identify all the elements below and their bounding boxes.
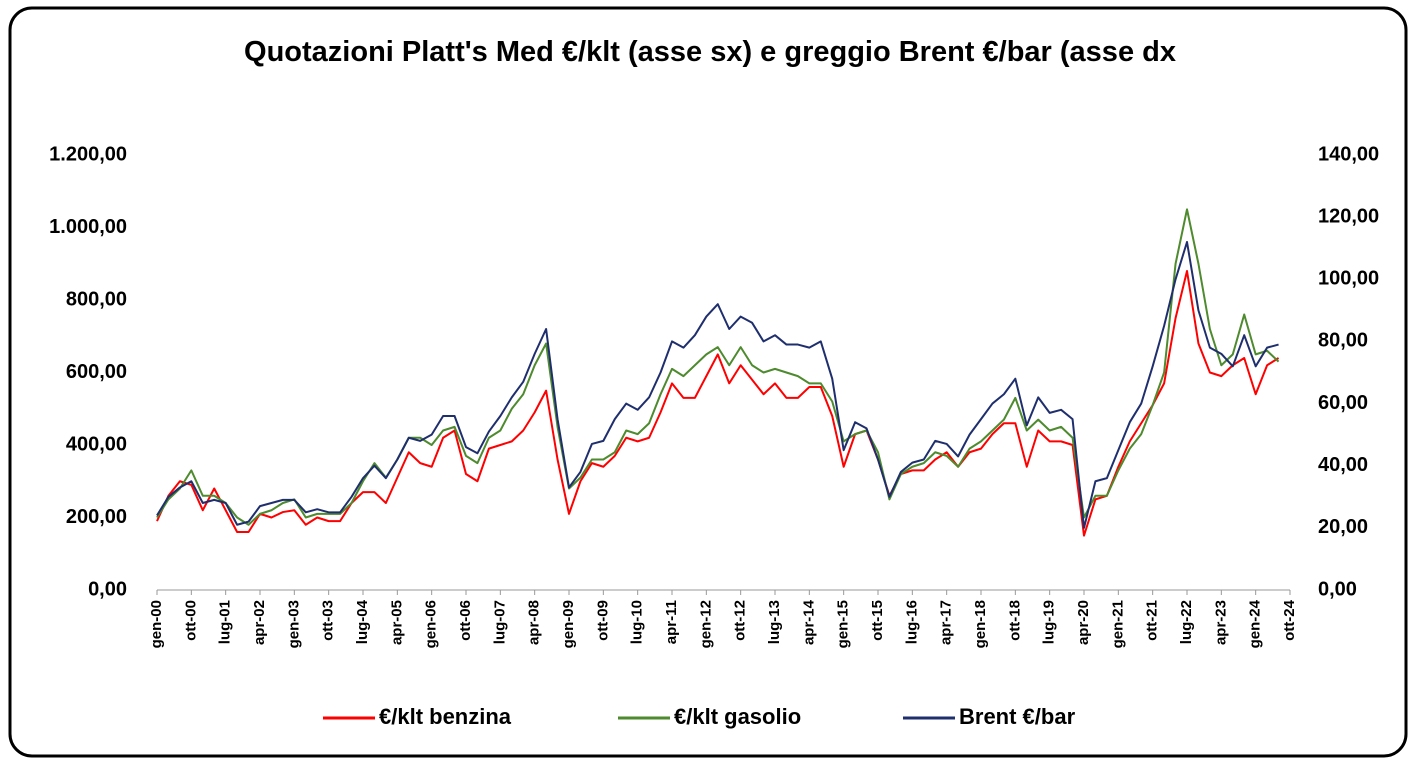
y-tick-label: 1.200,00: [49, 143, 127, 165]
x-tick-label: apr-05: [388, 600, 405, 645]
y2-tick-label: 120,00: [1318, 205, 1379, 227]
y2-tick-label: 100,00: [1318, 268, 1379, 290]
x-tick-label: ott-21: [1144, 600, 1161, 641]
y2-tick-label: 140,00: [1318, 143, 1379, 165]
legend-label: Brent €/bar: [959, 704, 1076, 729]
x-tick-label: ott-24: [1281, 599, 1298, 640]
series-line: [156, 241, 1279, 529]
x-tick-label: apr-02: [251, 600, 268, 645]
x-tick-label: lug-13: [766, 600, 783, 644]
x-tick-label: lug-01: [217, 600, 234, 644]
x-tick-label: gen-21: [1109, 600, 1126, 648]
x-tick-label: gen-18: [972, 600, 989, 648]
y-tick-label: 0,00: [88, 578, 127, 600]
x-tick-label: lug-22: [1178, 600, 1195, 644]
x-tick-label: lug-07: [491, 600, 508, 644]
series-line: [156, 270, 1280, 537]
x-tick-label: gen-06: [423, 600, 440, 648]
x-tick-label: lug-16: [903, 600, 920, 644]
x-tick-label: ott-03: [320, 600, 337, 641]
x-tick-label: apr-14: [800, 599, 817, 645]
x-tick-label: lug-04: [354, 599, 371, 644]
legend-label: €/klt benzina: [379, 704, 512, 729]
x-tick-label: gen-12: [697, 600, 714, 648]
x-tick-label: ott-06: [457, 600, 474, 641]
y2-tick-label: 20,00: [1318, 516, 1368, 538]
chart-frame: [8, 6, 1408, 758]
x-tick-label: gen-15: [835, 600, 852, 648]
y-tick-label: 600,00: [66, 361, 127, 383]
x-tick-label: ott-15: [869, 600, 886, 641]
y-tick-label: 200,00: [66, 506, 127, 528]
x-tick-label: gen-00: [148, 600, 165, 648]
y2-tick-label: 40,00: [1318, 454, 1368, 476]
x-tick-label: ott-12: [732, 600, 749, 641]
x-tick-label: apr-11: [663, 600, 680, 644]
x-tick-label: lug-19: [1041, 600, 1058, 644]
x-tick-label: gen-24: [1247, 599, 1264, 648]
x-tick-label: apr-23: [1212, 600, 1229, 645]
y2-tick-label: 80,00: [1318, 330, 1368, 352]
y2-tick-label: 0,00: [1318, 578, 1357, 600]
x-tick-label: ott-18: [1006, 600, 1023, 641]
legend-label: €/klt gasolio: [674, 704, 801, 729]
x-tick-label: apr-20: [1075, 600, 1092, 645]
x-tick-label: gen-09: [560, 600, 577, 648]
y-tick-label: 800,00: [66, 288, 127, 310]
x-tick-label: lug-10: [629, 600, 646, 644]
x-tick-label: ott-00: [182, 600, 199, 641]
x-tick-label: apr-08: [526, 600, 543, 645]
y2-tick-label: 60,00: [1318, 392, 1368, 414]
y-tick-label: 1.000,00: [49, 216, 127, 238]
series-line: [156, 208, 1280, 526]
x-tick-label: ott-09: [594, 600, 611, 641]
y-tick-label: 400,00: [66, 433, 127, 455]
x-tick-label: gen-03: [285, 600, 302, 648]
x-tick-label: apr-17: [938, 600, 955, 645]
chart-title: Quotazioni Platt's Med €/klt (asse sx) e…: [244, 36, 1176, 68]
